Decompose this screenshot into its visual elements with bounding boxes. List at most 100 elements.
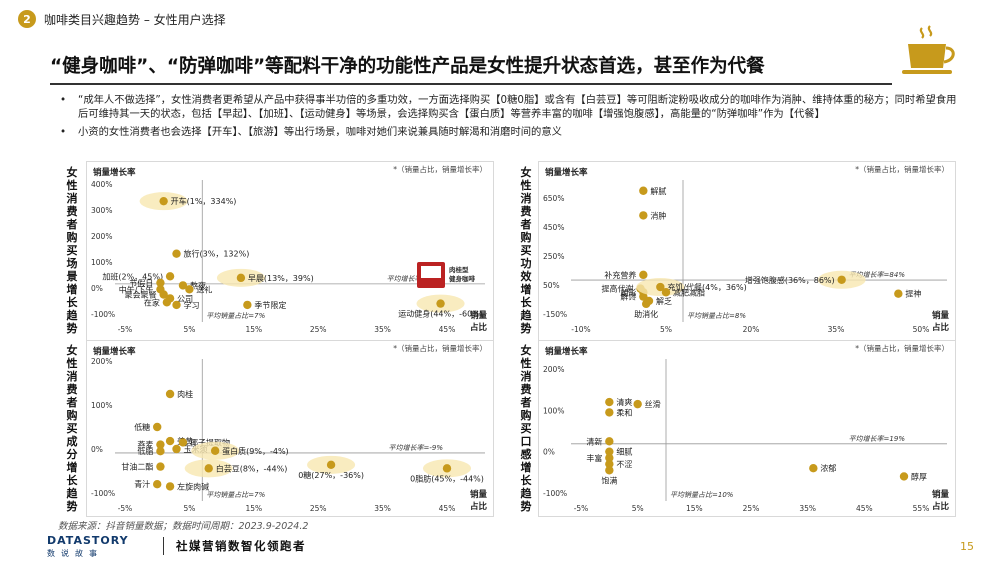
- point-label: 浓郁: [820, 463, 836, 473]
- point-label: 不涩: [616, 460, 632, 469]
- data-point: [644, 296, 654, 306]
- x-axis-title-2: 占比: [932, 501, 950, 512]
- chart-note: *（销量占比，销量增长率）: [855, 164, 949, 174]
- data-point: [605, 453, 614, 463]
- data-point: [633, 399, 642, 409]
- y-tick-label: 200%: [91, 357, 112, 366]
- x-tick-label: 20%: [743, 325, 760, 334]
- point-label: 助消化: [634, 309, 658, 319]
- point-label: 聚会聚餐: [125, 290, 157, 300]
- point-label: 柔和: [616, 407, 632, 417]
- x-tick-label: 35%: [374, 504, 391, 513]
- footer-divider: [163, 537, 164, 555]
- y-tick-label: -150%: [543, 310, 567, 319]
- page-number: 15: [960, 540, 974, 553]
- y-tick-label: 650%: [543, 194, 564, 203]
- bullet-item: “成年人不做选择”，女性消费者更希望从产品中获得事半功倍的多重功效，一方面选择购…: [58, 93, 958, 121]
- x-tick-label: 50%: [913, 325, 930, 334]
- point-label: 送礼: [196, 284, 212, 294]
- point-label: 青汁: [134, 479, 150, 489]
- point-label: 白芸豆(8%，-44%): [216, 463, 288, 473]
- point-label: 提神: [905, 289, 921, 299]
- avg-share-label: 平均销量占比=7%: [206, 312, 265, 320]
- footer-slogan: 社媒营销数智化领跑者: [176, 539, 306, 553]
- point-label: 低脂: [137, 446, 153, 456]
- product-label-1: 肉桂型: [449, 265, 469, 274]
- data-point: [162, 298, 172, 307]
- data-point: [639, 211, 648, 220]
- point-label: 消肿: [650, 210, 666, 220]
- data-point: [178, 281, 188, 290]
- y-tick-label: 200%: [91, 232, 112, 241]
- x-tick-label: 45%: [439, 325, 456, 334]
- section-number-badge: 2: [18, 10, 36, 28]
- point-label: 学习: [184, 300, 200, 310]
- chart-ingredient-panel: 销量增长率 *（销量占比，销量增长率） -100% 0% 100% 200% -5% 5% 15…: [86, 340, 494, 517]
- point-label: 中午/下午: [119, 284, 154, 294]
- y-tick-label: -100%: [91, 489, 115, 498]
- x-tick-label: 15%: [686, 504, 703, 513]
- point-label: 0脂肪(45%，-44%): [410, 473, 484, 483]
- y-tick-label: 50%: [543, 281, 560, 290]
- chart-efficacy: 销量增长率 *（销量占比，销量增长率） -150% 50% 250% 450% 650% -1…: [543, 164, 950, 334]
- data-point: [243, 300, 252, 310]
- bullet-list: “成年人不做选择”，女性消费者更希望从产品中获得事半功倍的多重功效，一方面选择购…: [58, 93, 958, 143]
- data-point: [165, 436, 175, 446]
- y-tick-label: 100%: [91, 258, 112, 267]
- chart-2-side-title: 女性消费者购买功效增长趋势: [520, 166, 532, 335]
- point-label: 丝滑: [645, 399, 661, 409]
- avg-share-label: 平均销量占比=7%: [206, 491, 265, 499]
- point-label: 低糖: [134, 422, 150, 432]
- point-label: 丰富: [586, 453, 602, 463]
- data-point: [605, 466, 614, 475]
- data-point: [639, 292, 648, 301]
- point-label: 解馋: [620, 292, 636, 302]
- logo-subtext: 数说故事: [47, 549, 103, 558]
- point-label: 细腻: [616, 447, 632, 457]
- data-point: [605, 397, 614, 407]
- data-point: [156, 440, 165, 449]
- title-underline: [50, 83, 892, 85]
- chart-note: *（销量占比，销量增长率）: [393, 343, 487, 353]
- logo-text: DATASTORY: [47, 534, 129, 547]
- x-tick-label: 55%: [913, 504, 930, 513]
- x-tick-label: 5%: [632, 504, 644, 513]
- point-label: 季节限定: [254, 300, 286, 310]
- section-title: 咖啡类目兴趣趋势 – 女性用户选择: [44, 12, 226, 27]
- y-tick-label: 300%: [91, 206, 112, 215]
- data-point: [153, 480, 162, 489]
- product-image-icon: [417, 262, 445, 288]
- point-label: 0糖(27%，-36%): [298, 470, 364, 480]
- x-tick-label: 35%: [374, 325, 391, 334]
- data-point: [210, 446, 220, 455]
- data-point: [172, 300, 181, 310]
- x-tick-label: 15%: [245, 504, 262, 513]
- x-tick-label: -5%: [118, 325, 133, 334]
- point-label: 补充营养: [604, 270, 636, 280]
- y-tick-label: 100%: [91, 401, 112, 410]
- product-box-label: [421, 266, 441, 278]
- x-axis-title: 销量: [470, 489, 488, 500]
- x-tick-label: 45%: [856, 504, 873, 513]
- x-axis-title-2: 占比: [932, 322, 950, 333]
- point-label: 增强饱腹感(36%，86%): [745, 275, 835, 285]
- data-point: [178, 438, 188, 447]
- data-point: [894, 289, 903, 298]
- x-tick-label: -5%: [574, 504, 589, 513]
- y-tick-label: 0%: [91, 284, 103, 293]
- point-label: 加班(2%，45%): [102, 271, 163, 281]
- chart-note: *（销量占比，销量增长率）: [393, 164, 487, 174]
- coffee-cup-icon: [902, 25, 955, 74]
- point-label: 早晨(13%，39%): [248, 274, 314, 283]
- y-tick-label: 450%: [543, 223, 564, 232]
- data-point: [153, 422, 162, 432]
- point-label: 清新: [586, 436, 602, 446]
- y-tick-label: 100%: [543, 406, 564, 415]
- point-label: 公司: [177, 294, 193, 303]
- point-label: 清爽: [616, 397, 632, 407]
- chart-efficacy-panel: 销量增长率 *（销量占比，销量增长率） -150% 50% 250% 450% 650% -1…: [538, 161, 956, 341]
- data-point: [159, 196, 168, 206]
- data-point: [639, 186, 648, 195]
- y-tick-label: 400%: [91, 180, 112, 189]
- y-tick-label: -100%: [91, 310, 115, 319]
